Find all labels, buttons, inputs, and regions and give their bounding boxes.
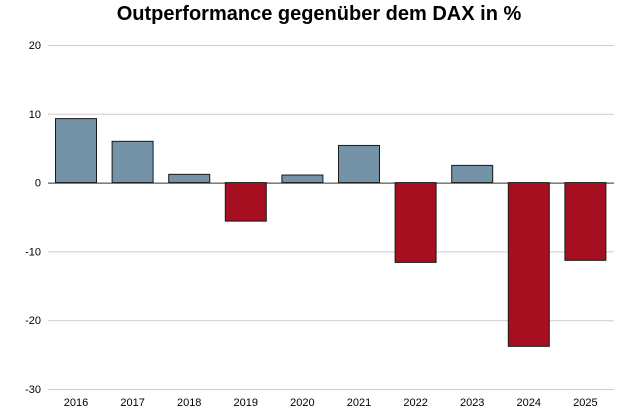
x-tick-label: 2020 xyxy=(290,397,314,409)
bar-2025 xyxy=(564,182,607,261)
bar-2022 xyxy=(394,182,437,263)
bar-2020 xyxy=(281,174,324,184)
y-tick-label: 20 xyxy=(29,40,41,52)
x-tick-label: 2018 xyxy=(177,397,201,409)
bar-2023 xyxy=(451,164,494,184)
bar-2017 xyxy=(111,140,154,184)
bars xyxy=(55,118,607,347)
x-tick-label: 2023 xyxy=(460,397,484,409)
bar-2016 xyxy=(55,118,97,184)
y-tick-label: -10 xyxy=(25,246,41,258)
x-tick-label: 2016 xyxy=(64,397,88,409)
y-tick-label: 10 xyxy=(29,109,41,121)
bar-2018 xyxy=(168,173,211,184)
y-tick-label: -20 xyxy=(25,315,41,327)
x-tick-label: 2019 xyxy=(234,397,258,409)
x-tick-label: 2025 xyxy=(573,397,597,409)
bar-2021 xyxy=(338,144,380,184)
y-tick-label: -30 xyxy=(25,384,41,396)
x-axis-ticks: 2016 2017 2018 2019 2020 2021 2022 2023 2024 2025 xyxy=(64,397,598,409)
bar-2024 xyxy=(507,182,550,347)
x-tick-label: 2017 xyxy=(120,397,144,409)
bar-2019 xyxy=(224,182,267,222)
chart-title: Outperformance gegenüber dem DAX in % xyxy=(116,3,522,25)
x-tick-label: 2021 xyxy=(347,397,371,409)
y-axis-ticks: 20 10 0 -10 -20 -30 xyxy=(25,40,41,396)
x-tick-label: 2022 xyxy=(403,397,427,409)
x-tick-label: 2024 xyxy=(517,397,541,409)
y-tick-label: 0 xyxy=(35,178,41,190)
